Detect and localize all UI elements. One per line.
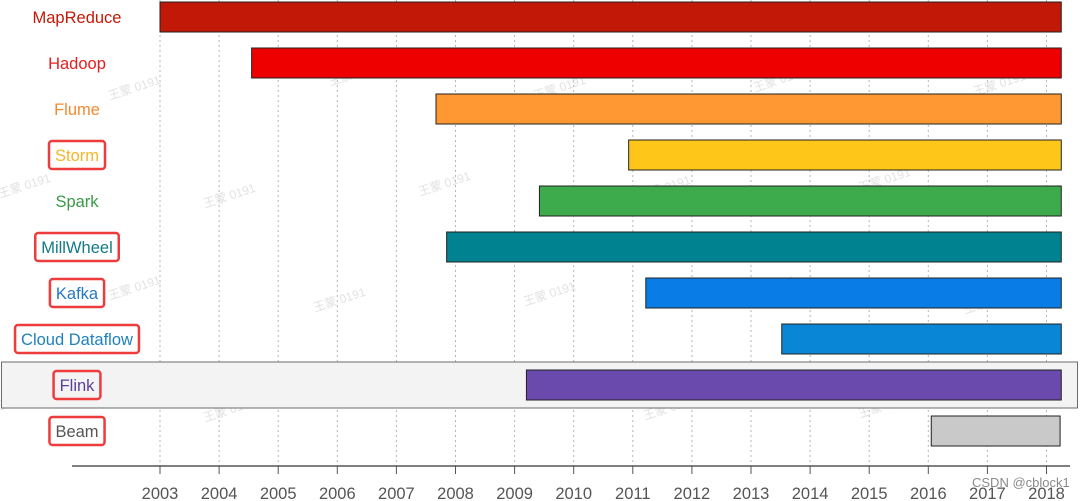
tick-label-2005: 2005 [260, 485, 297, 501]
row-kafka[interactable]: Kafka [48, 277, 1062, 309]
watermark-text: 王蒙 0191 [107, 273, 163, 303]
bar-flume [435, 93, 1062, 125]
tick-label-2009: 2009 [496, 485, 533, 501]
tick-label-2014: 2014 [792, 485, 829, 501]
highlight-box-kafka [48, 277, 106, 309]
tick-label-2006: 2006 [319, 485, 356, 501]
highlight-box-storm [47, 139, 107, 171]
label-flink: Flink [60, 377, 96, 395]
bar-hadoop [251, 47, 1062, 79]
bar-mapreduce [159, 1, 1062, 33]
tick-label-2008: 2008 [437, 485, 474, 501]
tick-label-2010: 2010 [555, 485, 592, 501]
tick-label-2003: 2003 [142, 485, 179, 501]
watermark-text: 王蒙 0191 [107, 73, 163, 103]
label-kafka: Kafka [56, 285, 99, 303]
tick-label-2018: 2018 [1028, 485, 1065, 501]
label-mapreduce: MapReduce [33, 9, 122, 27]
bar-flink [525, 369, 1062, 401]
bar-millwheel [446, 231, 1062, 263]
label-hadoop: Hadoop [48, 55, 106, 73]
watermark-text: 王蒙 0191 [202, 181, 258, 211]
row-mapreduce[interactable]: MapReduce [33, 1, 1062, 33]
row-millwheel[interactable]: MillWheel [33, 231, 1062, 263]
tick-label-2017: 2017 [969, 485, 1006, 501]
credit-watermark: CSDN @cblock1 [972, 475, 1070, 490]
highlight-box-cloud-dataflow [13, 323, 141, 355]
tick-label-2013: 2013 [733, 485, 770, 501]
row-spark[interactable]: Spark [55, 185, 1062, 217]
bar-storm [628, 139, 1062, 171]
rows: MapReduce Hadoop Flume Storm Spark MillWheel K… [1, 1, 1078, 447]
highlight-box-flink [52, 369, 102, 401]
tick-label-2004: 2004 [201, 485, 238, 501]
row-storm[interactable]: Storm [47, 139, 1062, 171]
label-cloud-dataflow: Cloud Dataflow [21, 331, 133, 349]
label-spark: Spark [55, 193, 99, 211]
label-millwheel: MillWheel [41, 239, 113, 257]
watermark-text: 王蒙 0191 [0, 171, 53, 201]
row-flume[interactable]: Flume [54, 93, 1062, 125]
bar-spark [538, 185, 1062, 217]
label-storm: Storm [55, 147, 99, 165]
watermark-text: 王蒙 0191 [312, 285, 368, 315]
tick-label-2016: 2016 [910, 485, 947, 501]
highlight-box-millwheel [33, 231, 121, 263]
tick-label-2015: 2015 [851, 485, 888, 501]
label-flume: Flume [54, 101, 100, 119]
row-beam[interactable]: Beam [48, 415, 1061, 447]
highlight-box-beam [48, 415, 106, 447]
row-flink[interactable]: Flink [52, 369, 1062, 401]
row-cloud-dataflow[interactable]: Cloud Dataflow [13, 323, 1062, 355]
x-axis-ticks: 2003 2004 2005 2006 2007 2008 2009 2010 2011 2012… [142, 466, 1065, 501]
watermark-text: 王蒙 0191 [522, 279, 578, 309]
tick-label-2012: 2012 [674, 485, 711, 501]
watermark-text: 王蒙 0191 [417, 169, 473, 199]
tick-label-2007: 2007 [378, 485, 415, 501]
bar-kafka [645, 277, 1062, 309]
tick-label-2011: 2011 [615, 485, 650, 501]
bar-cloud-dataflow [781, 323, 1062, 355]
label-beam: Beam [55, 423, 98, 441]
row-hadoop[interactable]: Hadoop [48, 47, 1062, 79]
bar-beam [930, 415, 1061, 447]
